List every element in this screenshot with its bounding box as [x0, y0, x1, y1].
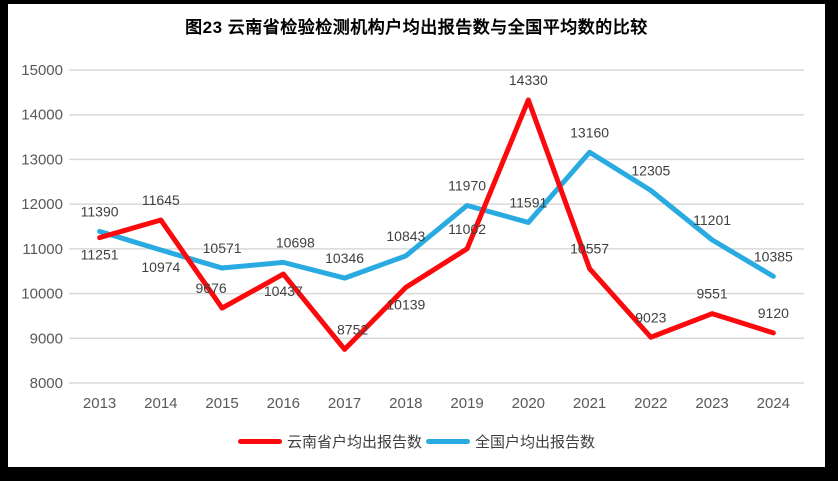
y-axis-tick-label: 14000	[21, 107, 63, 124]
x-axis-tick-label: 2017	[328, 395, 361, 412]
x-axis-tick-label: 2020	[512, 395, 545, 412]
legend-line-swatch-yunnan	[237, 439, 282, 444]
data-label-national: 11390	[81, 203, 119, 219]
data-label-national: 10385	[754, 248, 793, 264]
y-axis-tick-label: 13000	[21, 151, 63, 168]
data-label-yunnan: 11251	[81, 247, 119, 263]
x-axis-tick-label: 2019	[450, 395, 483, 412]
data-label-yunnan: 10437	[264, 283, 303, 299]
y-axis-tick-label: 11000	[22, 241, 63, 258]
legend-label-national: 全国户均出报告数	[475, 434, 596, 451]
data-label-national: 11201	[693, 212, 731, 228]
data-label-national: 11591	[509, 194, 547, 210]
data-label-yunnan: 10557	[570, 241, 609, 257]
data-label-yunnan: 14330	[509, 72, 548, 88]
data-label-yunnan: 9551	[697, 286, 728, 302]
y-axis-tick-label: 15000	[21, 62, 63, 79]
legend-line-swatch-national	[426, 439, 470, 444]
series-line-yunnan	[97, 97, 776, 352]
data-label-national: 10974	[141, 259, 180, 275]
data-label-national: 13160	[570, 124, 609, 140]
data-label-yunnan: 8752	[337, 321, 368, 337]
line-plot: 8000 9000 10000 11000 12000 13000 14000 15000 20…	[21, 62, 804, 412]
data-label-yunnan: 11645	[142, 192, 180, 208]
legend-item-yunnan: 云南省户均出报告数	[237, 431, 422, 452]
chart-title: 图23 云南省检验检测机构户均出报告数与全国平均数的比较	[185, 18, 648, 37]
data-label-national: 10346	[325, 250, 364, 266]
x-axis-tick-label: 2018	[389, 395, 422, 412]
data-label-national: 11970	[448, 177, 486, 193]
x-axis-tick-label: 2023	[695, 395, 728, 412]
data-label-yunnan: 9676	[196, 280, 227, 296]
legend-label-yunnan: 云南省户均出报告数	[286, 434, 422, 451]
x-axis-tick-label: 2024	[757, 395, 790, 412]
data-label-national: 12305	[631, 163, 670, 179]
x-axis-tick-label: 2014	[144, 395, 177, 412]
x-axis-tick-label: 2021	[573, 395, 606, 412]
data-label-yunnan: 11002	[448, 221, 486, 237]
y-axis-tick-label: 10000	[21, 286, 63, 303]
x-axis-tick-label: 2015	[205, 395, 238, 412]
y-axis-tick-label: 9000	[30, 330, 63, 347]
x-axis-tick-label: 2022	[634, 395, 667, 412]
data-label-yunnan: 10139	[386, 296, 425, 312]
data-label-yunnan: 9023	[635, 309, 666, 325]
x-axis-tick-label: 2013	[83, 395, 116, 412]
data-label-national: 10571	[203, 240, 242, 256]
legend-item-national: 全国户均出报告数	[426, 431, 595, 452]
y-axis-tick-label: 8000	[30, 375, 63, 392]
data-label-national: 10698	[276, 234, 315, 250]
data-label-national: 10843	[386, 228, 425, 244]
data-label-yunnan: 9120	[758, 305, 789, 321]
chart-frame: 图23 云南省检验检测机构户均出报告数与全国平均数的比较 8000 9000 100…	[8, 4, 825, 467]
legend: 云南省户均出报告数 全国户均出报告数	[8, 431, 825, 452]
y-axis-tick-label: 12000	[21, 196, 63, 213]
x-axis-tick-label: 2016	[267, 395, 300, 412]
series-line-national	[97, 149, 776, 281]
